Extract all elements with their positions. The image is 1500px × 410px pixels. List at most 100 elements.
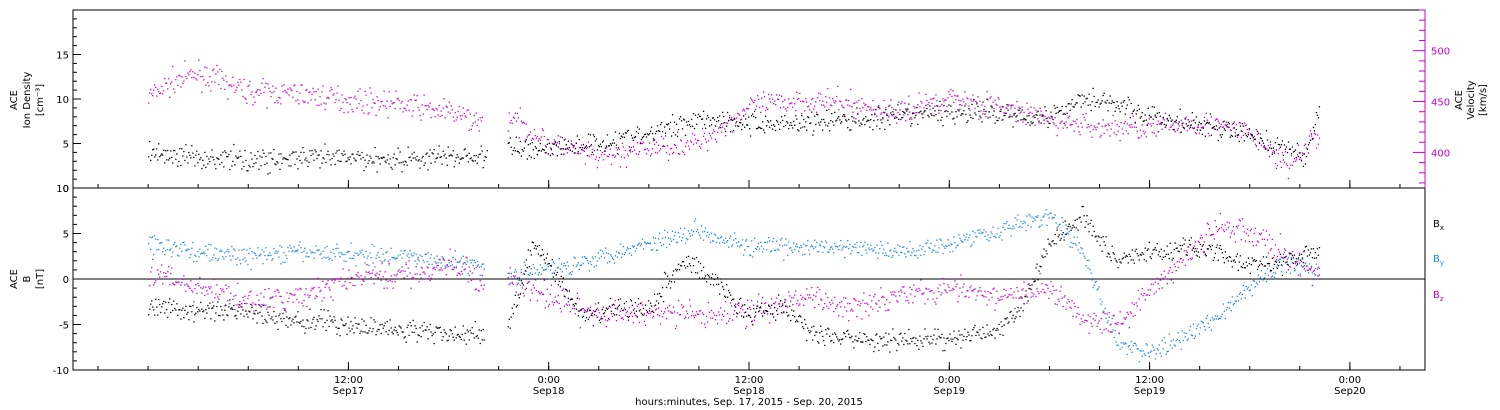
data-point (1095, 101, 1097, 104)
data-point (997, 96, 999, 99)
data-point (1166, 118, 1168, 120)
data-point (1309, 139, 1312, 141)
data-point (1114, 330, 1116, 332)
data-point (610, 144, 613, 146)
data-point (188, 285, 190, 288)
data-point (355, 322, 357, 325)
data-point (422, 271, 424, 273)
data-point (852, 120, 854, 122)
data-point (1149, 123, 1151, 125)
data-point (772, 240, 774, 243)
data-point (288, 165, 290, 167)
data-point (742, 309, 744, 311)
data-point (195, 312, 197, 314)
data-point (856, 315, 858, 318)
data-point (797, 299, 799, 302)
data-point (333, 316, 335, 318)
data-point (807, 294, 809, 296)
data-point (380, 247, 382, 250)
data-point (880, 119, 882, 121)
data-point (469, 259, 471, 261)
data-point (242, 161, 244, 163)
data-point (293, 85, 295, 87)
data-point (331, 319, 333, 321)
data-point (365, 94, 367, 96)
data-point (300, 84, 302, 86)
data-point (658, 315, 661, 317)
data-point (1055, 289, 1057, 291)
data-point (390, 275, 392, 277)
data-point (1144, 354, 1146, 356)
data-point (833, 310, 835, 313)
data-point (1226, 126, 1228, 128)
data-point (1277, 153, 1280, 155)
data-point (557, 146, 559, 148)
data-point (380, 279, 382, 281)
data-point (1155, 135, 1157, 137)
data-point (377, 156, 379, 158)
data-point (749, 254, 751, 256)
data-point (1314, 274, 1317, 276)
data-point (322, 326, 324, 328)
data-point (838, 116, 840, 118)
data-point (816, 111, 818, 113)
data-point (1028, 115, 1030, 117)
data-point (341, 153, 343, 155)
data-point (1060, 229, 1062, 232)
data-point (438, 104, 440, 107)
data-point (213, 159, 215, 161)
data-point (762, 105, 764, 107)
data-point (339, 335, 341, 337)
data-point (267, 254, 269, 257)
data-point (911, 118, 913, 120)
data-point (451, 109, 453, 111)
data-point (486, 150, 488, 152)
data-point (916, 250, 918, 252)
data-point (276, 321, 278, 323)
data-point (873, 249, 875, 251)
data-point (933, 97, 935, 99)
data-point (676, 135, 679, 137)
data-point (1122, 101, 1124, 103)
data-point (782, 119, 784, 122)
data-point (216, 157, 218, 159)
data-point (193, 301, 195, 303)
data-point (165, 82, 167, 84)
data-point (457, 156, 459, 158)
data-point (1231, 123, 1233, 125)
data-point (536, 135, 538, 138)
data-point (247, 85, 249, 88)
data-point (874, 293, 876, 295)
x-tick-label-time: 12:00 (1135, 375, 1164, 386)
data-point (625, 312, 628, 314)
data-point (1281, 140, 1284, 142)
data-point (1064, 124, 1066, 126)
data-point (768, 237, 770, 239)
data-point (547, 153, 549, 155)
data-point (992, 226, 994, 228)
data-point (699, 147, 702, 149)
data-point (192, 241, 194, 244)
data-point (370, 317, 372, 319)
data-point (1000, 110, 1002, 113)
data-point (752, 320, 754, 322)
data-point (1089, 316, 1091, 318)
data-point (223, 319, 225, 321)
data-point (240, 155, 242, 157)
data-point (912, 248, 914, 250)
data-point (1244, 297, 1246, 299)
data-point (150, 303, 152, 305)
data-point (814, 115, 816, 117)
data-point (1203, 241, 1205, 243)
data-point (874, 246, 876, 249)
data-point (1130, 123, 1132, 126)
data-point (241, 89, 243, 91)
data-point (1253, 138, 1255, 141)
data-point (1284, 249, 1287, 251)
data-point (274, 290, 276, 293)
data-point (736, 117, 738, 119)
data-point (765, 109, 767, 111)
data-point (293, 246, 295, 248)
data-point (1159, 122, 1161, 124)
data-point (1077, 94, 1079, 96)
